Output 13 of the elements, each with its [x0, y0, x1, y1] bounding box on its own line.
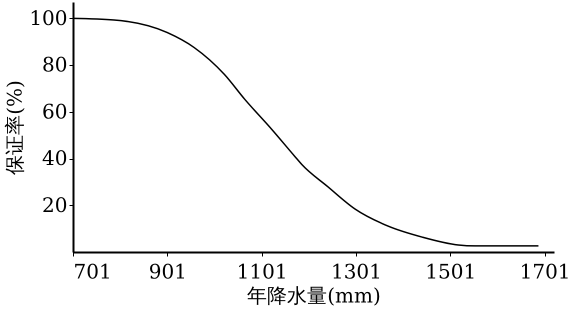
y-tick-label: 40: [42, 146, 68, 170]
y-tick-label: 100: [29, 6, 68, 30]
x-tick-label: 1701: [520, 260, 571, 284]
y-tick-label: 80: [42, 52, 68, 77]
x-tick-label: 1301: [330, 260, 382, 284]
x-tick-label: 701: [74, 260, 112, 284]
x-tick-label: 901: [148, 260, 187, 284]
y-tick-label: 20: [42, 192, 68, 217]
x-axis-title: 年降水量(mm): [247, 284, 381, 308]
y-axis-title: 保证率(%): [2, 80, 26, 175]
x-tick-label: 1501: [425, 260, 476, 284]
y-tick-label: 60: [42, 99, 68, 124]
x-tick-label: 1101: [236, 260, 288, 284]
